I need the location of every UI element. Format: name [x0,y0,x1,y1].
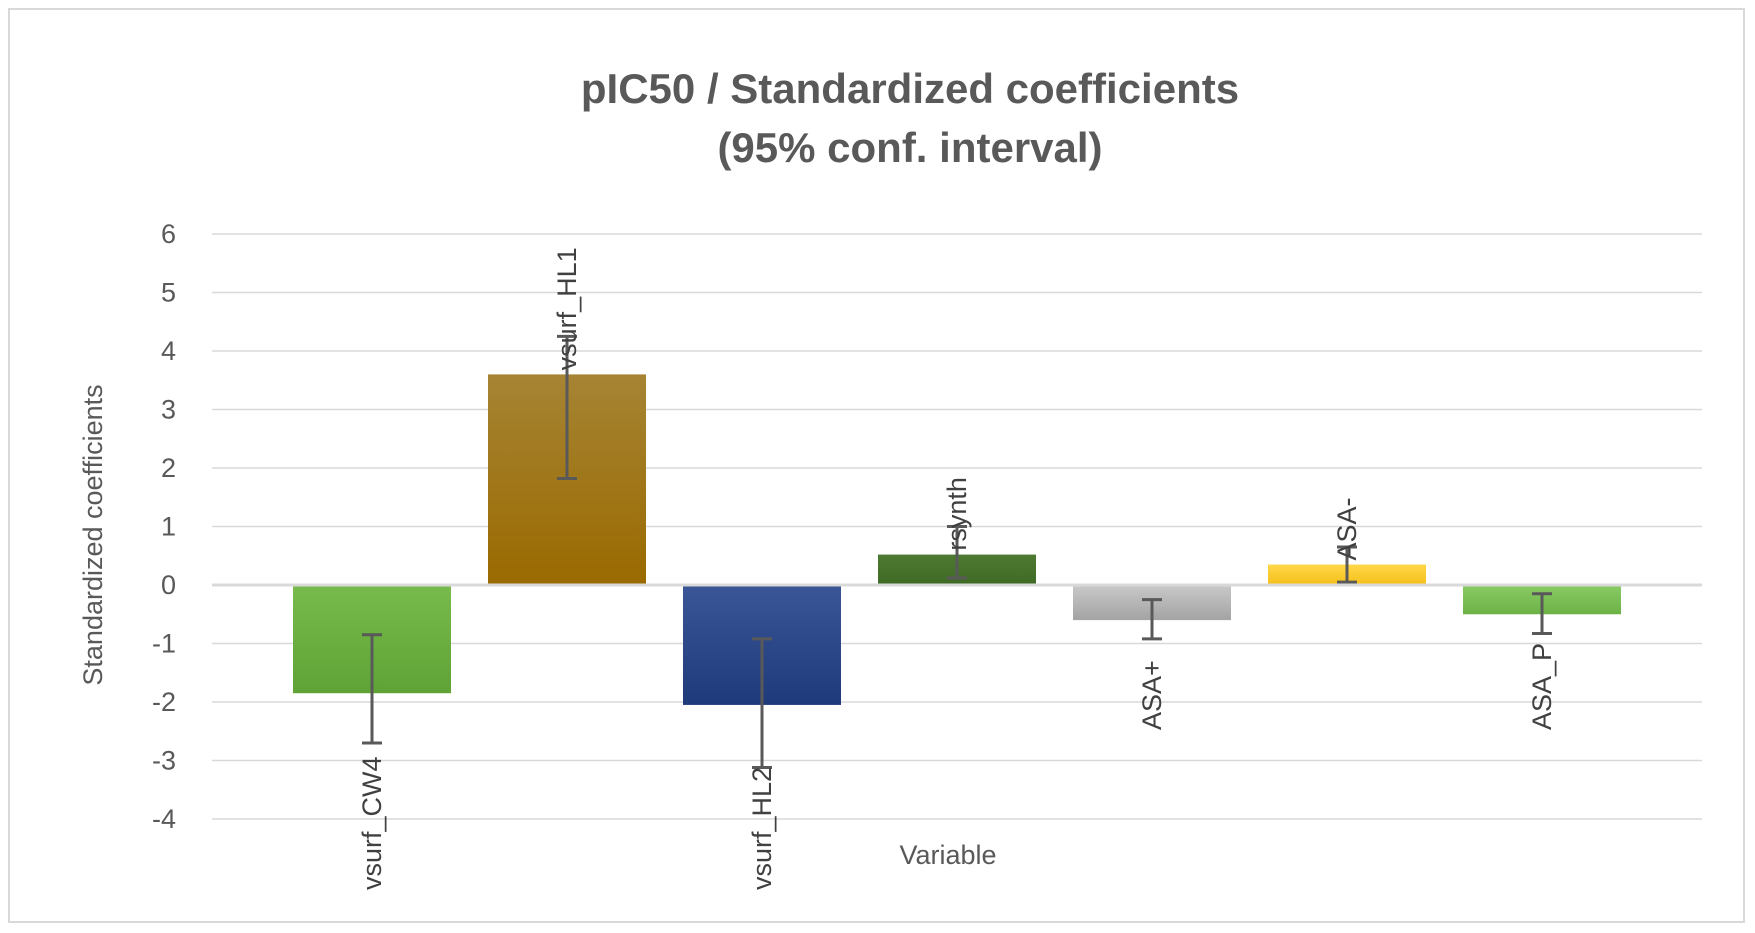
y-tick-label: 5 [161,278,176,308]
y-tick-label: -4 [152,804,176,834]
y-tick-label: 3 [161,395,176,425]
y-tick-label: -2 [152,687,176,717]
y-tick-label: -1 [152,629,176,659]
x-axis-title: Variable [899,840,996,870]
y-axis-ticks: 6 5 4 3 2 1 0 -1 -2 -3 -4 [152,219,176,834]
bar-label: rsynth [942,477,972,551]
y-tick-label: 0 [161,570,176,600]
bar-labels: vsurf_CW4 vsurf_HL1 vsurf_HL2 rsynth ASA+ ASA… [357,247,1557,890]
y-axis-title: Standardized coefficients [78,384,108,685]
chart-title-line-2: (95% conf. interval) [717,124,1102,171]
bar-label: vsurf_CW4 [357,756,387,890]
bar-label: vsurf_HL2 [747,767,777,890]
y-tick-label: 2 [161,453,176,483]
bar-label: ASA_P [1527,643,1557,730]
chart-frame: pIC50 / Standardized coefficients (95% c… [8,8,1745,923]
bar-label: ASA+ [1137,660,1167,730]
chart-title-line-1: pIC50 / Standardized coefficients [581,65,1239,112]
chart-canvas: pIC50 / Standardized coefficients (95% c… [78,65,1702,890]
y-tick-label: -3 [152,746,176,776]
y-tick-label: 6 [161,219,176,249]
bar-label: vsurf_HL1 [552,247,582,370]
error-bars [362,334,1552,770]
bar-label: ASA- [1332,497,1362,560]
y-tick-label: 4 [161,336,176,366]
y-tick-label: 1 [161,512,176,542]
